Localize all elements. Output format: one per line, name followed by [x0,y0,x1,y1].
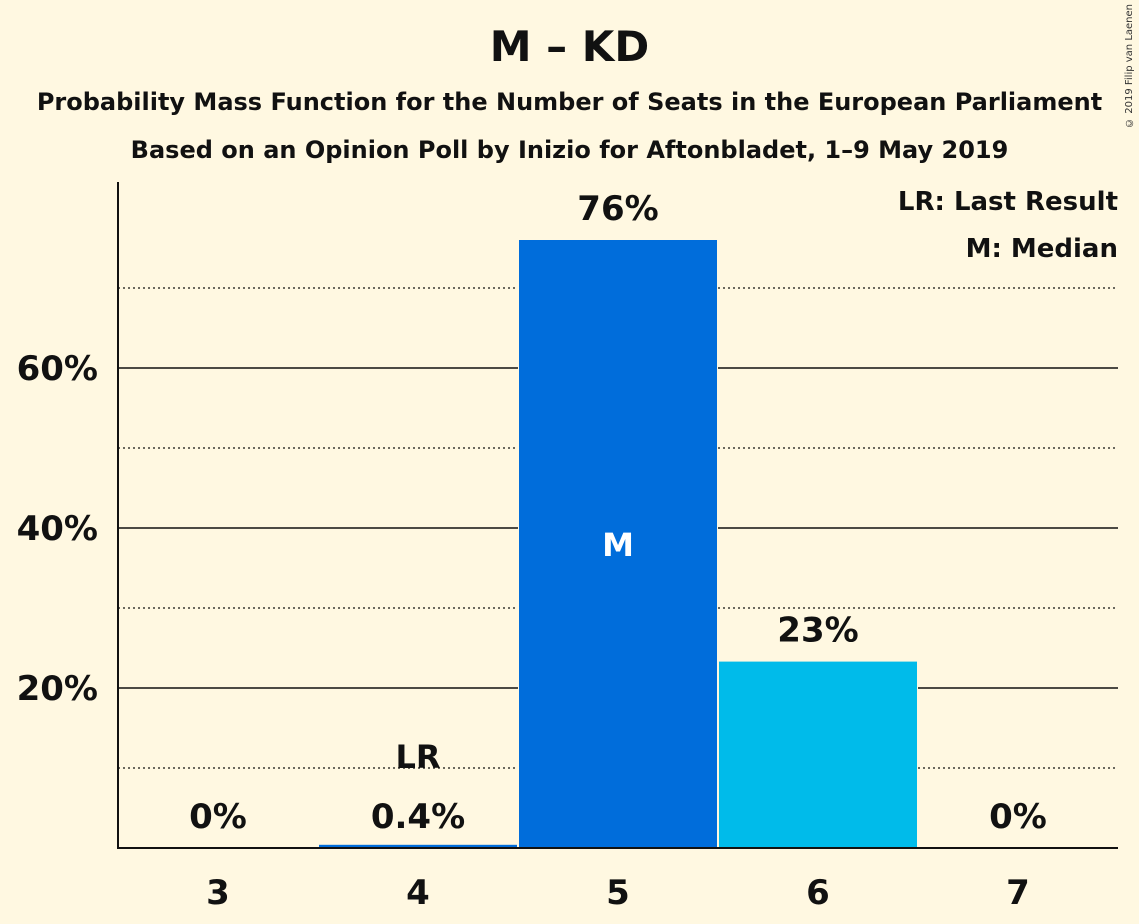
data-label: 0% [989,797,1047,837]
last-result-marker: LR [395,738,440,776]
chart-subtitle: Probability Mass Function for the Number… [36,88,1103,116]
data-label: 76% [577,189,658,229]
chart-source: Based on an Opinion Poll by Inizio for A… [130,136,1009,164]
bar-5 [519,240,717,848]
chart-title: M – KD [489,22,650,71]
bars [318,236,918,848]
legend-median: M: Median [966,234,1118,264]
data-label: 23% [777,611,858,651]
data-label: 0% [189,797,247,837]
data-label: 0.4% [371,797,465,837]
median-marker: M [602,526,634,564]
y-tick-label: 20% [17,669,98,709]
x-tick-label: 5 [606,873,630,913]
labels: 20% 40% 60% 3 0% 4 0.4% 5 76% 6 23% 7 0% LR M [17,189,1047,913]
x-tick-label: 7 [1006,873,1030,913]
axes [117,182,1118,849]
y-tick-label: 40% [17,509,98,549]
x-tick-label: 4 [406,873,430,913]
x-tick-label: 6 [806,873,830,913]
bar-4 [319,844,517,848]
legend-last-result: LR: Last Result [898,187,1118,217]
bar-gap [318,840,518,848]
x-tick-label: 3 [206,873,230,913]
bar-6 [719,661,917,848]
y-tick-label: 60% [17,349,98,389]
